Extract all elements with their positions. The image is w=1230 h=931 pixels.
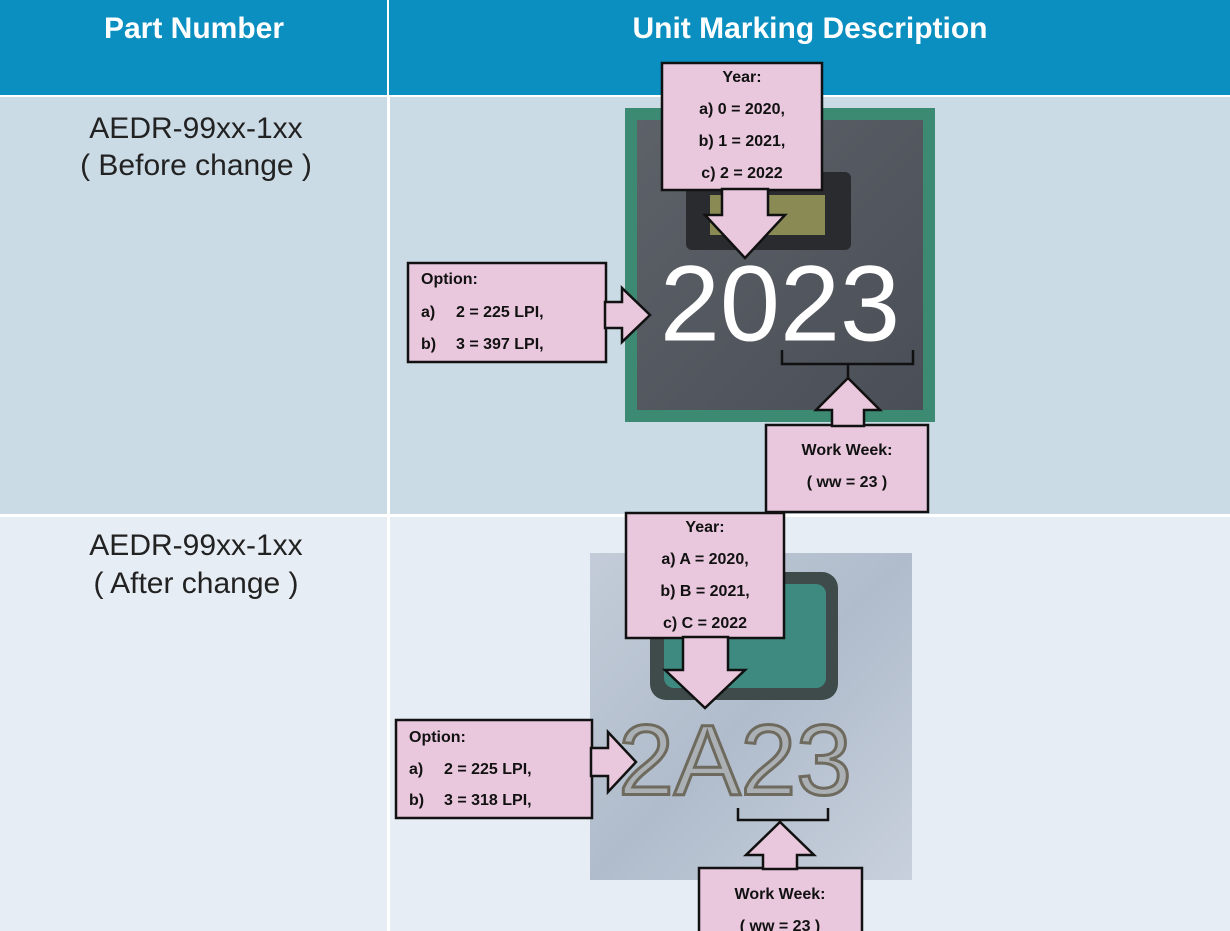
callout-title: Work Week: (735, 886, 826, 903)
callout-title: Option: (409, 729, 466, 746)
work-week-callout (764, 423, 930, 514)
arrow (661, 635, 749, 710)
year-callout (660, 61, 824, 192)
callout-title: Work Week: (802, 442, 893, 459)
row-bg (0, 517, 387, 931)
work-week-callout (697, 866, 864, 931)
callout-item: b) B = 2021, (660, 583, 749, 600)
callout-item: ( ww = 23 ) (740, 918, 820, 931)
header-bg (0, 0, 1230, 95)
arrow (702, 187, 788, 260)
part-status: ( Before change ) (80, 149, 312, 182)
arrow (603, 285, 652, 345)
callout-item: 3 = 318 LPI, (444, 792, 532, 809)
callout-item: 3 = 397 LPI, (456, 336, 544, 353)
part-number: AEDR-99xx-1xx (89, 529, 302, 562)
marking: 2023 (660, 243, 900, 364)
column-header: Part Number (104, 12, 284, 45)
callout-item: a) 0 = 2020, (699, 101, 785, 118)
column-header: Unit Marking Description (632, 12, 987, 45)
part-number: AEDR-99xx-1xx (89, 112, 302, 145)
callout-item: 2 = 225 LPI, (456, 304, 544, 321)
year-callout (624, 511, 786, 640)
callout-item: c) C = 2022 (663, 615, 747, 632)
callout-title: Year: (722, 69, 761, 86)
callout-item: ( ww = 23 ) (807, 474, 887, 491)
part-status: ( After change ) (93, 567, 298, 600)
callout-item: b) 1 = 2021, (699, 133, 786, 150)
callout-marker: a) (421, 304, 435, 321)
callout-marker: b) (409, 792, 424, 809)
option-callout (394, 718, 594, 820)
arrow (812, 376, 884, 428)
callout-marker: b) (421, 336, 436, 353)
callout-item: c) 2 = 2022 (701, 165, 783, 182)
callout-title: Option: (421, 271, 478, 288)
callout-item: a) A = 2020, (661, 551, 748, 568)
callout-title: Year: (685, 519, 724, 536)
arrow (589, 728, 638, 796)
callout-marker: a) (409, 761, 423, 778)
marking: 2A23 (618, 704, 852, 816)
row-bg (0, 97, 387, 514)
callout-item: 2 = 225 LPI, (444, 761, 532, 778)
bracket (780, 350, 915, 378)
arrow (742, 820, 818, 871)
